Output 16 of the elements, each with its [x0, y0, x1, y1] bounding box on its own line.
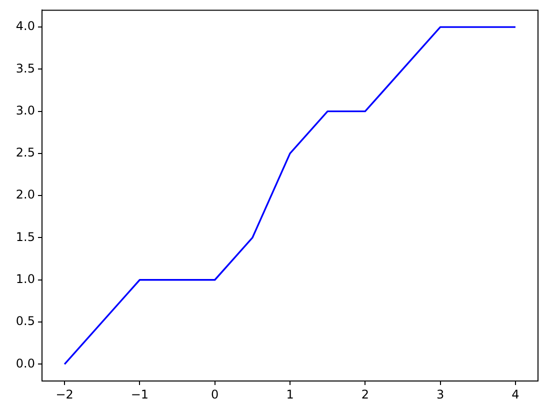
- x-tick-label: 4: [512, 387, 520, 402]
- y-tick-label: 0.5: [16, 314, 35, 328]
- x-tick-label: −1: [130, 387, 149, 402]
- y-tick-label: 4.0: [16, 19, 35, 34]
- y-tick-label: 1.5: [16, 230, 35, 244]
- y-tick-label: 0.0: [16, 356, 35, 370]
- x-tick-label: 1: [286, 387, 294, 402]
- x-tick-label: 2: [361, 387, 369, 402]
- y-tick-label: 2.5: [16, 146, 35, 160]
- y-tick-label: 2.0: [16, 188, 35, 202]
- x-tick-label: −2: [56, 387, 74, 402]
- y-tick-label: 3.5: [16, 61, 35, 76]
- y-tick-label: 3.0: [16, 103, 35, 118]
- x-tick-label: 3: [436, 387, 444, 402]
- x-tick-label: 0: [211, 387, 219, 402]
- y-tick-label: 1.0: [16, 272, 35, 286]
